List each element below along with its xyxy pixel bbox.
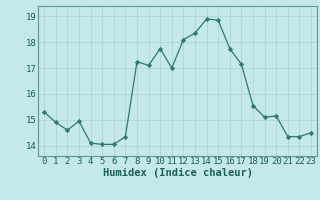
X-axis label: Humidex (Indice chaleur): Humidex (Indice chaleur) — [103, 168, 252, 178]
